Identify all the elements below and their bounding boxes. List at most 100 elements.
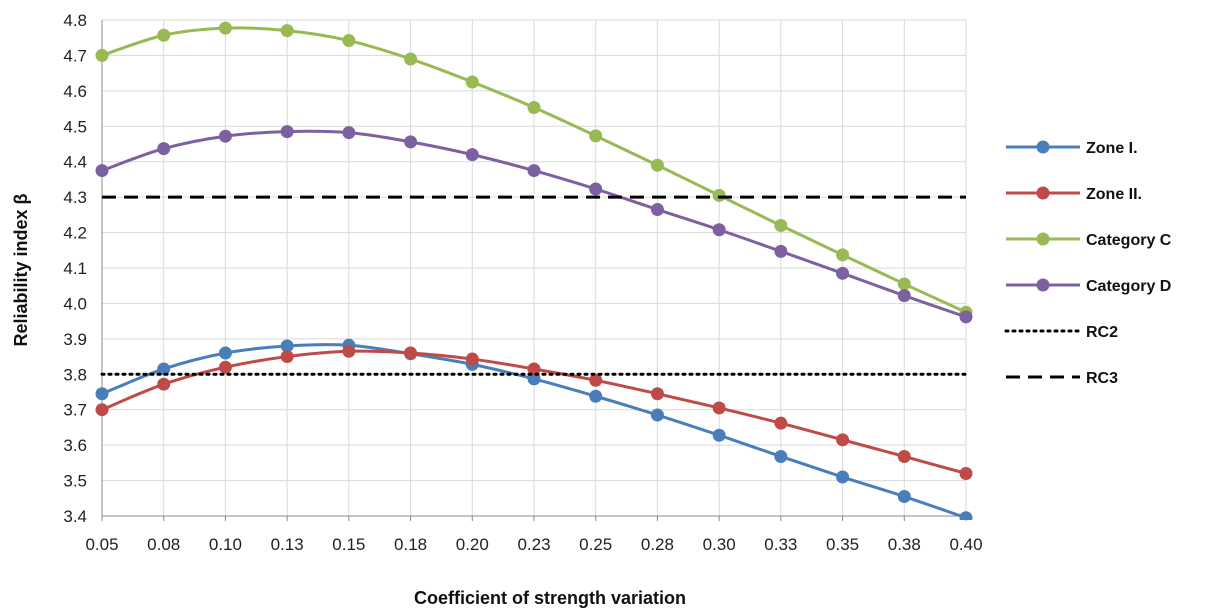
axes: 3.4 3.5 3.6 3.7 3.8 3.9 4.0 4.1 4.2 4.3 4.4 4.5 4.6 4… <box>63 11 982 554</box>
legend-item: RC3 <box>1006 370 1118 387</box>
y-tick-label: 4.2 <box>63 224 87 243</box>
legend-label: RC2 <box>1086 324 1118 341</box>
y-tick-label: 3.7 <box>63 401 87 420</box>
legend-item: Zone I. <box>1006 140 1138 157</box>
data-point <box>157 377 171 391</box>
y-tick-label: 4.0 <box>63 294 87 313</box>
x-tick-label: 0.15 <box>332 535 365 554</box>
y-tick-label: 3.4 <box>63 507 87 526</box>
data-point <box>404 135 418 149</box>
legend-marker <box>1036 186 1050 200</box>
data-point <box>218 360 232 374</box>
data-point <box>280 24 294 38</box>
y-tick-label: 4.6 <box>63 82 87 101</box>
data-point <box>218 129 232 143</box>
legend-marker <box>1036 278 1050 292</box>
x-tick-label: 0.08 <box>147 535 180 554</box>
x-tick-label: 0.28 <box>641 535 674 554</box>
data-point <box>897 490 911 504</box>
x-tick-label: 0.23 <box>517 535 550 554</box>
data-point <box>959 466 973 480</box>
legend-marker <box>1036 140 1050 154</box>
data-point <box>774 449 788 463</box>
y-tick-label: 4.5 <box>63 117 87 136</box>
x-tick-label: 0.20 <box>456 535 489 554</box>
legend-item: Category C <box>1006 232 1172 249</box>
legend-label: Category C <box>1086 232 1172 249</box>
y-tick-label: 4.7 <box>63 46 87 65</box>
x-tick-label: 0.25 <box>579 535 612 554</box>
y-tick-label: 4.4 <box>63 153 87 172</box>
data-point <box>95 48 109 62</box>
y-tick-label: 3.5 <box>63 472 87 491</box>
legend-label: Zone I. <box>1086 140 1138 157</box>
x-tick-label: 0.13 <box>271 535 304 554</box>
x-tick-label: 0.10 <box>209 535 242 554</box>
data-point <box>404 346 418 360</box>
x-tick-label: 0.40 <box>949 535 982 554</box>
series-zone-ii <box>95 344 973 480</box>
series-zone-i <box>95 338 973 520</box>
legend-item: Zone II. <box>1006 186 1142 203</box>
data-point <box>527 164 541 178</box>
data-point <box>897 277 911 291</box>
data-point <box>836 470 850 484</box>
y-axis-title: Reliability index β <box>11 193 31 346</box>
x-tick-label: 0.30 <box>703 535 736 554</box>
data-point <box>95 164 109 178</box>
data-point <box>650 408 664 422</box>
y-tick-label: 3.8 <box>63 365 87 384</box>
legend-marker <box>1036 232 1050 246</box>
y-tick-label: 4.1 <box>63 259 87 278</box>
x-tick-label: 0.38 <box>888 535 921 554</box>
data-point <box>959 310 973 324</box>
data-point <box>465 352 479 366</box>
data-point <box>712 188 726 202</box>
legend-item: Category D <box>1006 278 1171 295</box>
x-tick-label: 0.35 <box>826 535 859 554</box>
data-point <box>527 362 541 376</box>
data-point <box>589 182 603 196</box>
data-point <box>465 75 479 89</box>
data-point <box>650 158 664 172</box>
legend-item: RC2 <box>1004 324 1118 341</box>
legend-label: Category D <box>1086 278 1171 295</box>
data-point <box>774 218 788 232</box>
grid-lines <box>101 19 967 517</box>
data-point <box>712 223 726 237</box>
data-point <box>836 266 850 280</box>
data-point <box>342 34 356 48</box>
data-point <box>218 346 232 360</box>
data-point <box>157 362 171 376</box>
data-point <box>589 389 603 403</box>
data-point <box>774 416 788 430</box>
data-point <box>465 148 479 162</box>
data-point <box>280 350 294 364</box>
data-point <box>959 511 973 520</box>
data-point <box>589 129 603 143</box>
data-point <box>712 428 726 442</box>
data-point <box>218 21 232 35</box>
legend: Zone I. Zone II. Category C Category D RC2 RC… <box>1004 140 1172 387</box>
data-point <box>95 387 109 401</box>
data-point <box>650 387 664 401</box>
y-tick-label: 3.9 <box>63 330 87 349</box>
series-category-c <box>95 21 973 319</box>
data-point <box>650 203 664 217</box>
data-point <box>95 403 109 417</box>
y-tick-label: 4.3 <box>63 188 87 207</box>
data-point <box>157 28 171 42</box>
data-point <box>836 433 850 447</box>
legend-label: RC3 <box>1086 370 1118 387</box>
series-category-d <box>95 125 973 324</box>
data-point <box>342 344 356 358</box>
series-line <box>101 343 967 520</box>
data-point <box>404 52 418 66</box>
data-point <box>897 289 911 303</box>
data-point <box>897 449 911 463</box>
x-axis-title: Coefficient of strength variation <box>414 588 686 608</box>
legend-label: Zone II. <box>1086 186 1142 203</box>
data-point <box>774 244 788 258</box>
